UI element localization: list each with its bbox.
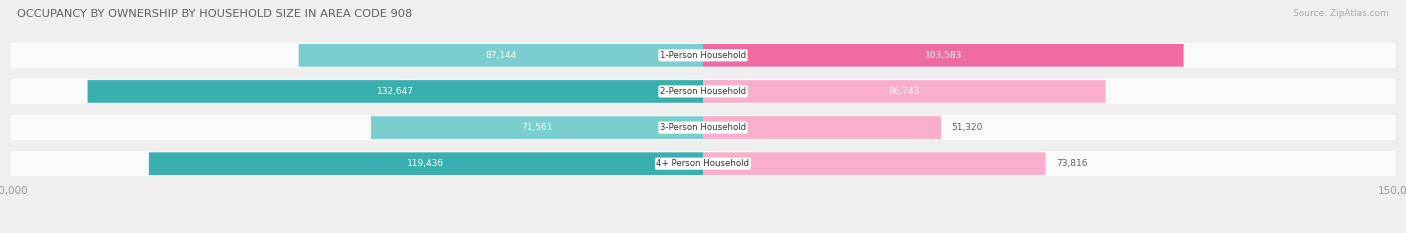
- Text: 4+ Person Household: 4+ Person Household: [657, 159, 749, 168]
- Text: 73,816: 73,816: [1056, 159, 1087, 168]
- FancyBboxPatch shape: [10, 79, 1396, 104]
- Text: OCCUPANCY BY OWNERSHIP BY HOUSEHOLD SIZE IN AREA CODE 908: OCCUPANCY BY OWNERSHIP BY HOUSEHOLD SIZE…: [17, 9, 412, 19]
- Text: 51,320: 51,320: [952, 123, 983, 132]
- Text: 132,647: 132,647: [377, 87, 413, 96]
- FancyBboxPatch shape: [10, 151, 1396, 176]
- FancyBboxPatch shape: [87, 80, 703, 103]
- FancyBboxPatch shape: [703, 80, 1105, 103]
- Text: 87,144: 87,144: [485, 51, 516, 60]
- FancyBboxPatch shape: [703, 116, 941, 139]
- FancyBboxPatch shape: [371, 116, 703, 139]
- FancyBboxPatch shape: [298, 44, 703, 67]
- Text: Source: ZipAtlas.com: Source: ZipAtlas.com: [1294, 9, 1389, 18]
- FancyBboxPatch shape: [10, 115, 1396, 140]
- Text: 1-Person Household: 1-Person Household: [659, 51, 747, 60]
- FancyBboxPatch shape: [703, 44, 1184, 67]
- Text: 71,561: 71,561: [522, 123, 553, 132]
- FancyBboxPatch shape: [10, 43, 1396, 68]
- Text: 86,743: 86,743: [889, 87, 920, 96]
- Text: 119,436: 119,436: [408, 159, 444, 168]
- Text: 103,583: 103,583: [925, 51, 962, 60]
- Text: 3-Person Household: 3-Person Household: [659, 123, 747, 132]
- FancyBboxPatch shape: [149, 152, 703, 175]
- Text: 2-Person Household: 2-Person Household: [659, 87, 747, 96]
- FancyBboxPatch shape: [703, 152, 1046, 175]
